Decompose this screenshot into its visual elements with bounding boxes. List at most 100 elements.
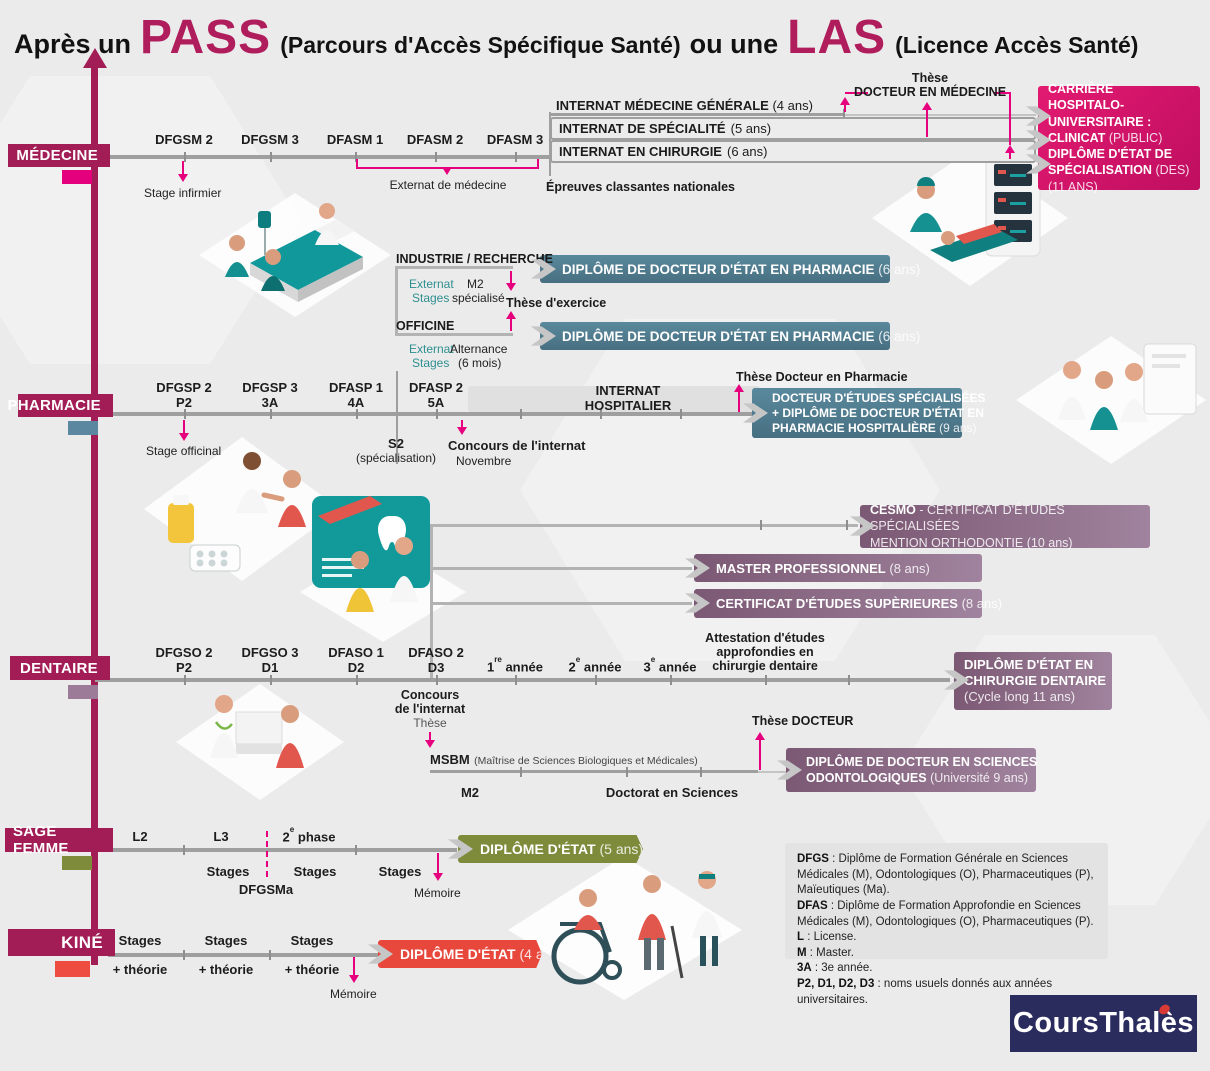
officine-line — [395, 333, 513, 336]
cesmo-line-tick — [760, 520, 762, 530]
officine-externat: Externat — [409, 342, 454, 356]
kine-timeline — [108, 953, 378, 957]
doctorat-label: Doctorat en Sciences — [605, 785, 739, 800]
courthales-logo: CoursThalès — [1010, 995, 1197, 1052]
internat-2-label: INTERNAT DE SPÉCIALITÉ — [559, 121, 726, 136]
banner-pharmacie: PHARMACIE — [7, 394, 113, 417]
carriere-duration: (11 ANS) — [1048, 179, 1098, 194]
kine-outcome-box: DIPLÔME D'ÉTAT (4 ans) — [378, 940, 542, 968]
pharmacie-outcome-box: DOCTEUR D'ÉTUDES SPÉCIALISÉES + DIPLÔME … — [752, 388, 986, 438]
dentaire-outcome-line1: DIPLÔME D'ÉTAT EN — [964, 656, 1093, 672]
sagefemme-stages-label: Stages — [206, 864, 250, 879]
medecine-color-swatch — [62, 170, 92, 184]
these-docteur-arrow — [755, 732, 765, 770]
stage-officinal-arrow — [179, 420, 189, 441]
carriere-des-label: DIPLÔME D'ÉTAT DE SPÉCIALISATION — [1048, 147, 1173, 178]
master-box: MASTER PROFESSIONNEL (8 ans) — [694, 554, 982, 582]
kine-tick — [269, 950, 271, 960]
dentaire-these-arrow — [425, 732, 435, 748]
banner-dentaire-label: DENTAIRE — [20, 659, 98, 677]
pharmacie-timeline — [95, 412, 760, 416]
kine-tick — [183, 950, 185, 960]
concours-internat-arrow — [457, 420, 467, 435]
concours-internat-label: Concours de l'internat — [448, 438, 586, 453]
medecine-these-label: Thèse — [911, 71, 949, 85]
these-exercice-label: Thèse d'exercice — [506, 296, 607, 310]
officine-alternance: Alternance — [450, 342, 508, 356]
sagefemme-l2-label: L2 — [132, 829, 148, 844]
medecine-year-label: DFASM 3 — [486, 132, 544, 147]
s2-sub-label: (spécialisation) — [355, 451, 437, 465]
dentaire-year-label: DFASO 1 D2 — [328, 645, 384, 675]
these-exercice-arrow-up — [506, 311, 516, 331]
banner-kine: KINÉ — [8, 929, 115, 956]
dentaire-outcome-box: DIPLÔME D'ÉTAT EN CHIRURGIE DENTAIRE (Cy… — [954, 652, 1112, 710]
title-prefix: Après un — [14, 29, 132, 59]
illustration-hospital-bed — [199, 193, 391, 317]
cesmo-line-tick — [846, 520, 848, 530]
officine-stages: Stages — [412, 356, 450, 370]
banner-sage-femme-label: SAGE FEMME — [13, 823, 69, 857]
certificat-box: CERTIFICAT D'ÉTUDES SUPÈRIEURES (8 ans) — [694, 589, 1002, 618]
carriere-clinicat: CLINICAT — [1048, 130, 1106, 145]
pharmacie-color-swatch — [68, 421, 98, 435]
sagefemme-color-swatch — [62, 856, 92, 870]
illustration-surgery-monitors — [872, 150, 1068, 286]
dentaire-concours-label: Concours de l'internat — [394, 688, 466, 716]
externat-bracket-arrow — [442, 167, 452, 175]
sagefemme-outcome-label: DIPLÔME D'ÉTAT — [480, 841, 596, 857]
axis-arrow-up-icon — [83, 48, 107, 68]
title-las: LAS — [787, 11, 887, 64]
pharmacie-year-label: DFASP 2 5A — [409, 380, 463, 410]
kine-color-swatch — [55, 961, 90, 977]
stage-infirmier-arrow — [178, 161, 188, 182]
legend-entry: 3A : 3e année. — [797, 962, 873, 975]
sagefemme-phase-label: 2e phase — [282, 825, 336, 845]
sagefemme-tick — [355, 845, 357, 855]
industrie-line — [395, 266, 513, 269]
kine-memoire-label: Mémoire — [330, 987, 377, 1001]
diplome-pharmacie-label: DIPLÔME DE DOCTEUR D'ÉTAT EN PHARMACIE — [562, 261, 875, 277]
cesmo-line — [430, 524, 858, 527]
dentaire-annee-label: 2e année — [568, 655, 622, 675]
internat-3-duration: (6 ans) — [726, 144, 768, 159]
dentaire-annee-label: 3e année — [643, 655, 697, 675]
diplome-pharmacie-box-2: DIPLÔME DE DOCTEUR D'ÉTAT EN PHARMACIE (… — [540, 322, 920, 350]
internat-row-3: INTERNAT EN CHIRURGIE (6 ans) — [550, 140, 1036, 163]
kine-theorie-label: + théorie — [198, 962, 254, 977]
kine-theorie-label: + théorie — [112, 962, 168, 977]
concours-novembre-label: Novembre — [456, 454, 512, 468]
medecine-these-title: DOCTEUR EN MÉDECINE — [853, 85, 1007, 99]
internat-1-end-tick — [843, 109, 845, 119]
industrie-title: INDUSTRIE / RECHERCHE — [396, 252, 553, 266]
carriere-box: CARRIÈRE HOSPITALO-UNIVERSITAIRE : CLINI… — [1038, 82, 1200, 194]
sagefemme-stages-label: Stages — [378, 864, 422, 879]
internat-1-line — [550, 113, 843, 116]
sciences-line1: DIPLÔME DE DOCTEUR EN SCIENCES — [806, 754, 1038, 769]
msbm-line — [430, 770, 758, 773]
medecine-year-label: DFASM 1 — [326, 132, 384, 147]
cesmo-label: CESMO — [870, 503, 916, 518]
dfgsma-dashed-line — [266, 831, 268, 877]
kine-stages-label: Stages — [290, 933, 334, 948]
banner-sage-femme: SAGE FEMME — [5, 823, 113, 857]
banner-pharmacie-label: PHARMACIE — [7, 397, 101, 414]
sagefemme-outcome-duration: (5 ans) — [599, 841, 644, 857]
pharmacie-outcome-line2: + DIPLÔME DE DOCTEUR D'ÉTAT EN — [772, 405, 985, 420]
banner-dentaire: DENTAIRE — [10, 656, 110, 680]
officine-6mois: (6 mois) — [458, 356, 502, 370]
externat-bracket-end — [356, 159, 358, 167]
dentaire-annee-label: 1re année — [486, 655, 544, 675]
internat-1-line-ext — [843, 114, 1036, 116]
industrie-m2-spe: spécialisé — [452, 291, 505, 305]
kine-outcome-duration: (4 ans) — [519, 946, 564, 962]
legend-entry: L : License. — [797, 931, 857, 944]
pharmacie-year-label: DFASP 1 4A — [329, 380, 383, 410]
dentaire-outcome-duration: (Cycle long 11 ans) — [964, 689, 1076, 705]
legend-box: DFGS : Diplôme de Formation Générale en … — [785, 843, 1108, 1006]
internat-row-2: INTERNAT DE SPÉCIALITÉ (5 ans) — [550, 117, 1036, 140]
internat-2-duration: (5 ans) — [730, 121, 772, 136]
master-line — [430, 567, 692, 570]
sagefemme-l3-label: L3 — [213, 829, 229, 844]
dentaire-year-label: DFGSO 3 D1 — [241, 645, 299, 675]
